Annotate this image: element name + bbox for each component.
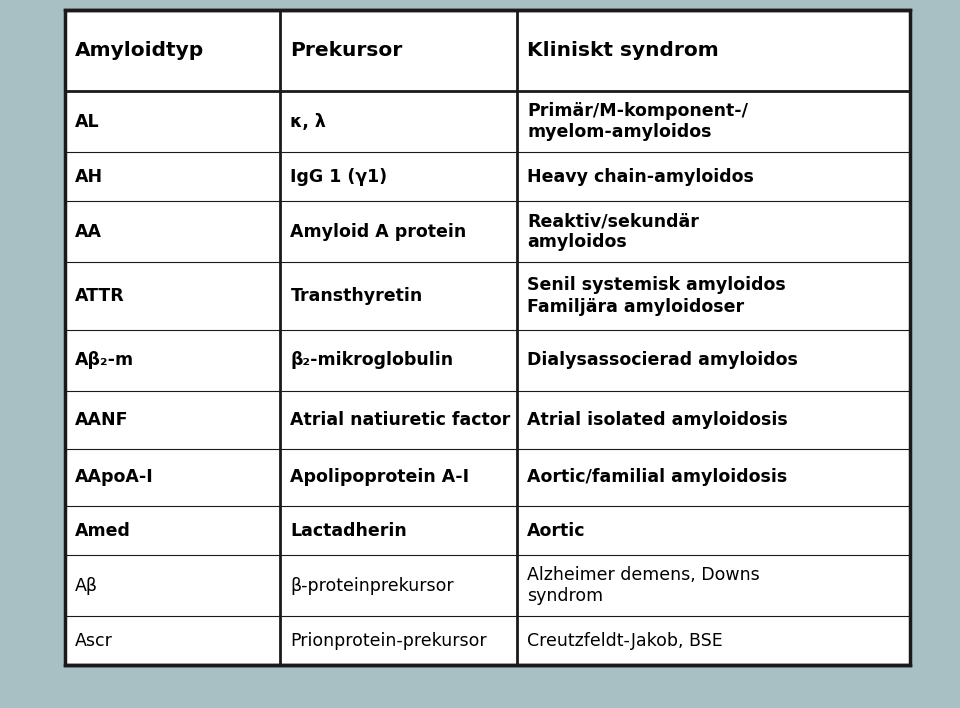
Text: Dialysassocierad amyloidos: Dialysassocierad amyloidos: [527, 351, 798, 370]
Text: Prekursor: Prekursor: [291, 41, 403, 60]
Text: AH: AH: [75, 168, 103, 185]
Text: Amed: Amed: [75, 522, 131, 539]
Text: Senil systemisk amyloidos: Senil systemisk amyloidos: [527, 275, 786, 294]
Text: Creutzfeldt-Jakob, BSE: Creutzfeldt-Jakob, BSE: [527, 632, 723, 650]
Text: Aortic: Aortic: [527, 522, 586, 539]
Text: Aortic/familial amyloidosis: Aortic/familial amyloidosis: [527, 469, 787, 486]
Text: AL: AL: [75, 113, 100, 130]
Text: Primär/M-komponent-/: Primär/M-komponent-/: [527, 103, 748, 120]
Text: Ascr: Ascr: [75, 632, 113, 650]
Text: Amyloidtyp: Amyloidtyp: [75, 41, 204, 60]
Text: AApoA-I: AApoA-I: [75, 469, 154, 486]
Text: IgG 1 (γ1): IgG 1 (γ1): [291, 168, 388, 185]
Text: Heavy chain-amyloidos: Heavy chain-amyloidos: [527, 168, 754, 185]
Text: Transthyretin: Transthyretin: [291, 287, 422, 305]
Text: Amyloid A protein: Amyloid A protein: [291, 222, 467, 241]
Text: Alzheimer demens, Downs: Alzheimer demens, Downs: [527, 566, 759, 584]
Text: Prionprotein-prekursor: Prionprotein-prekursor: [291, 632, 487, 650]
Text: Lactadherin: Lactadherin: [291, 522, 407, 539]
Text: Atrial isolated amyloidosis: Atrial isolated amyloidosis: [527, 411, 788, 429]
Text: Kliniskt syndrom: Kliniskt syndrom: [527, 41, 719, 60]
Text: ATTR: ATTR: [75, 287, 125, 305]
Text: Apolipoprotein A-I: Apolipoprotein A-I: [291, 469, 469, 486]
Text: myelom-amyloidos: myelom-amyloidos: [527, 122, 711, 141]
Text: Aβ₂-m: Aβ₂-m: [75, 351, 134, 370]
Text: Familjära amyloidoser: Familjära amyloidoser: [527, 298, 744, 316]
Text: Aβ: Aβ: [75, 576, 98, 595]
Bar: [65, 10, 910, 665]
Text: κ, λ: κ, λ: [291, 113, 326, 130]
Text: β₂-mikroglobulin: β₂-mikroglobulin: [291, 351, 454, 370]
Text: Reaktiv/sekundär: Reaktiv/sekundär: [527, 212, 699, 230]
Text: β-proteinprekursor: β-proteinprekursor: [291, 576, 454, 595]
Text: AA: AA: [75, 222, 102, 241]
Text: Atrial natiuretic factor: Atrial natiuretic factor: [291, 411, 511, 429]
Text: amyloidos: amyloidos: [527, 233, 627, 251]
Text: syndrom: syndrom: [527, 587, 603, 605]
Text: AANF: AANF: [75, 411, 129, 429]
